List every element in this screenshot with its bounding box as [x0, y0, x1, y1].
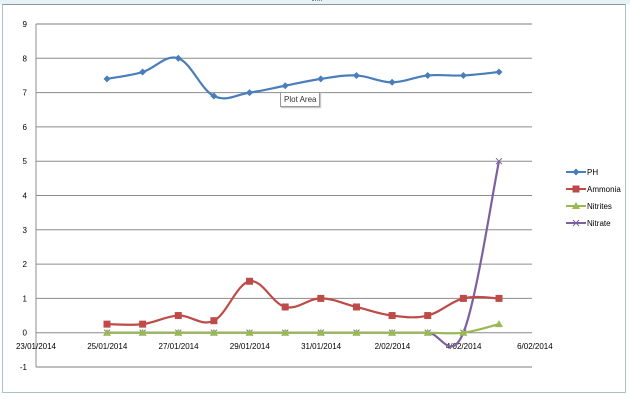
y-tick-label: 8	[23, 54, 28, 63]
y-tick-label: 5	[23, 157, 28, 166]
legend-item-nitrites[interactable]: Nitrites	[566, 202, 612, 211]
y-tick-label: 7	[23, 89, 28, 98]
x-tick-label: 25/01/2014	[87, 342, 128, 351]
series-lines	[103, 54, 503, 348]
legend-item-ammonia[interactable]: Ammonia	[566, 185, 621, 194]
axes: 23/01/2014 25/01/2014 27/01/2014 29/01/2014…	[16, 24, 553, 367]
y-tick-label: 6	[23, 123, 28, 132]
x-tick-label: 23/01/2014	[16, 342, 57, 351]
series-ammonia[interactable]	[103, 277, 503, 328]
y-tick-label: 4	[23, 192, 28, 201]
plot-area-tooltip: Plot Area	[280, 92, 321, 107]
x-tick-label: 2/02/2014	[375, 342, 411, 351]
y-tick-label: 0	[23, 329, 28, 338]
x-tick-label: 29/01/2014	[230, 342, 271, 351]
y-tick-label: 9	[23, 20, 28, 29]
series-nitrites[interactable]	[103, 320, 503, 336]
y-tick-label: 2	[23, 260, 28, 269]
legend-item-nitrate[interactable]: Nitrate	[566, 219, 611, 228]
legend-item-ph[interactable]: PH	[566, 168, 598, 177]
resize-handle[interactable]	[312, 0, 322, 4]
x-tick-label: 4/02/2014	[446, 342, 482, 351]
x-tick-label: 31/01/2014	[301, 342, 342, 351]
svg-text:Nitrites: Nitrites	[587, 202, 612, 211]
y-tick-label: 3	[23, 226, 28, 235]
legend: PH Ammonia Nitrites Nitrate	[566, 168, 621, 228]
svg-text:Ammonia: Ammonia	[587, 185, 621, 194]
x-tick-label: 27/01/2014	[159, 342, 200, 351]
x-tick-label: 6/02/2014	[517, 342, 553, 351]
series-ph[interactable]	[103, 54, 503, 100]
y-tick-label: 1	[23, 294, 28, 303]
y-tick-label: -1	[20, 363, 28, 372]
chart-area[interactable]	[2, 4, 626, 393]
svg-text:PH: PH	[587, 168, 598, 177]
svg-text:Nitrate: Nitrate	[587, 219, 611, 228]
sheet-column-strip	[0, 0, 630, 4]
gridlines: -1 0 1 2 3 4 5 6 7 8 9	[20, 20, 532, 372]
